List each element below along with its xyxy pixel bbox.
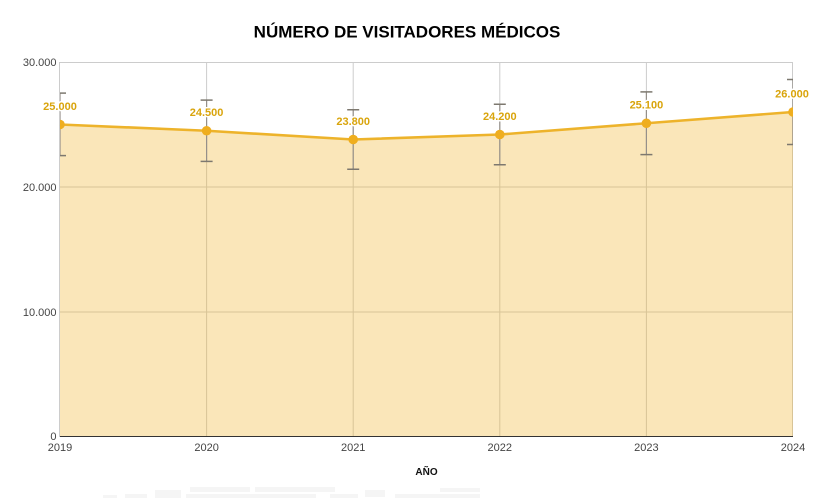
svg-text:26.000: 26.000 (775, 88, 809, 100)
svg-text:2019: 2019 (48, 442, 72, 454)
svg-text:24.200: 24.200 (483, 111, 517, 123)
svg-text:10.000: 10.000 (23, 307, 57, 319)
svg-text:2020: 2020 (194, 442, 218, 454)
svg-text:2024: 2024 (781, 442, 805, 454)
svg-text:30.000: 30.000 (23, 57, 57, 69)
svg-text:25.100: 25.100 (630, 100, 664, 112)
svg-text:AÑO: AÑO (415, 465, 437, 478)
svg-text:24.500: 24.500 (190, 107, 224, 119)
svg-text:0: 0 (50, 431, 56, 443)
svg-text:25.000: 25.000 (43, 101, 77, 113)
svg-text:NÚMERO DE VISITADORES MÉDICOS: NÚMERO DE VISITADORES MÉDICOS (254, 23, 561, 42)
svg-text:2022: 2022 (488, 442, 512, 454)
svg-text:2021: 2021 (341, 442, 365, 454)
svg-text:23.800: 23.800 (336, 116, 370, 128)
svg-text:20.000: 20.000 (23, 182, 57, 194)
svg-text:2023: 2023 (634, 442, 658, 454)
